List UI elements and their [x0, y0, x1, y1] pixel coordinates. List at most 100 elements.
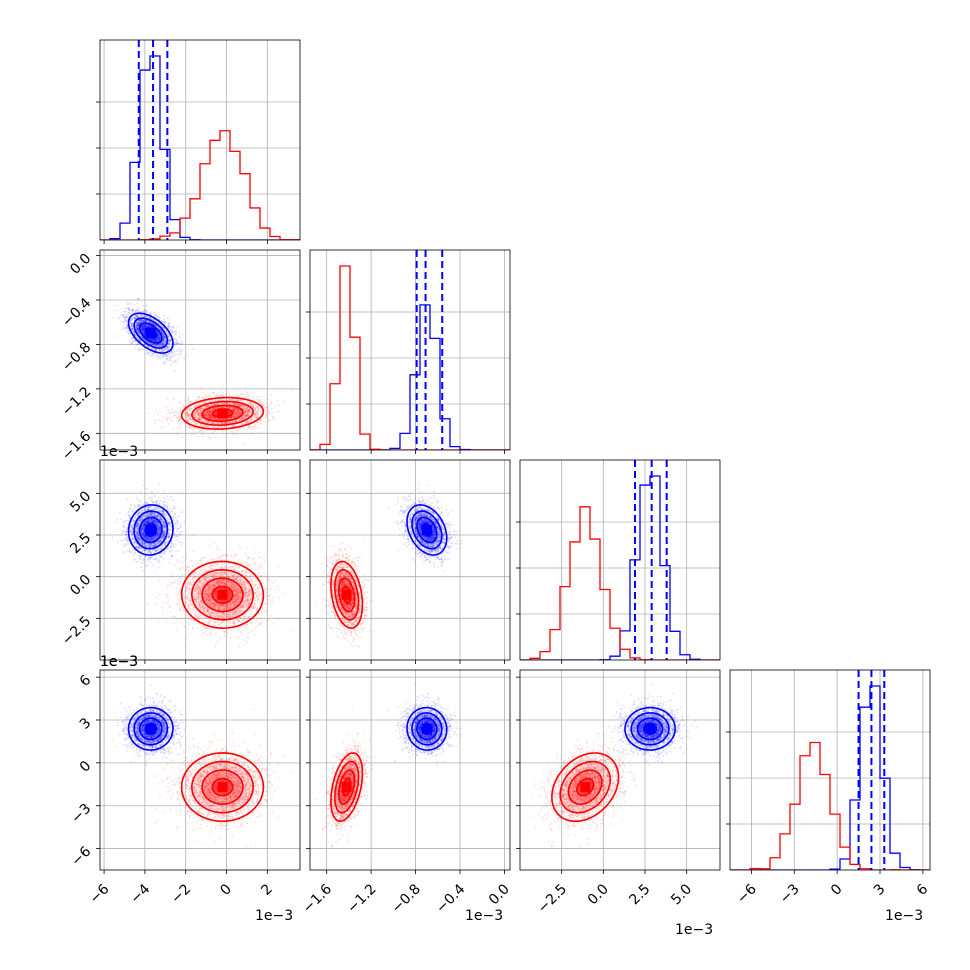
scatter-point	[137, 338, 140, 340]
scatter-point	[137, 325, 140, 328]
scatter-point	[186, 414, 189, 416]
scatter-point	[151, 343, 154, 346]
scatter-point	[268, 420, 271, 422]
scatter-point	[141, 310, 143, 313]
scatter-point	[143, 333, 146, 336]
scatter-point	[240, 412, 242, 415]
scatter-point	[227, 418, 230, 421]
scatter-point	[266, 418, 269, 421]
scatter-point	[154, 340, 156, 342]
scatter-point	[220, 418, 223, 421]
scatter-point	[234, 413, 237, 415]
scatter-point	[159, 355, 162, 358]
scatter-point	[163, 334, 166, 337]
scatter-point	[141, 328, 144, 331]
scatter-point	[164, 341, 167, 344]
scatter-point	[140, 326, 143, 328]
scatter-point	[209, 413, 212, 416]
scatter-point	[216, 418, 219, 421]
scatter-point	[151, 347, 154, 349]
scatter-point	[266, 406, 268, 409]
scatter-point	[182, 404, 185, 407]
scatter-point	[166, 345, 168, 348]
scatter-point	[152, 339, 155, 342]
scatter-point	[203, 414, 206, 417]
scatter-point	[200, 429, 203, 432]
scatter-point	[171, 427, 174, 430]
scatter-point	[155, 349, 157, 352]
scatter-point	[163, 339, 166, 342]
scatter-point	[170, 339, 173, 342]
scatter-point	[117, 317, 119, 320]
scatter-point	[243, 442, 245, 445]
scatter-point	[122, 327, 125, 330]
scatter-point	[208, 410, 211, 413]
scatter-point	[153, 323, 156, 326]
scatter-point	[167, 325, 170, 327]
scatter-point	[137, 328, 140, 330]
scatter-point	[208, 415, 211, 417]
scatter-point	[162, 340, 165, 343]
scatter-point	[166, 355, 168, 358]
scatter-point	[144, 320, 147, 322]
scatter-point	[151, 339, 154, 341]
scatter-point	[147, 325, 150, 328]
scatter-point	[245, 414, 248, 417]
scatter-point	[167, 346, 170, 348]
scatter-point	[194, 422, 197, 424]
scatter-point	[136, 327, 139, 330]
scatter-point	[168, 409, 170, 412]
scatter-point	[205, 405, 208, 408]
scatter-point	[166, 325, 168, 328]
scatter-point	[137, 328, 140, 331]
scatter-point	[155, 340, 158, 342]
scatter-point	[164, 336, 167, 338]
scatter-point	[163, 335, 166, 338]
scatter-point	[128, 332, 131, 334]
scatter-point	[159, 336, 161, 339]
scatter-point	[134, 315, 136, 318]
scatter-point	[143, 318, 145, 321]
scatter-point	[254, 407, 257, 410]
scatter-point	[242, 414, 245, 416]
scatter-point	[156, 332, 159, 335]
scatter-point	[175, 343, 178, 346]
scatter-point	[160, 329, 163, 332]
scatter-point	[176, 426, 179, 429]
scatter-point	[137, 315, 140, 318]
scatter-point	[140, 335, 142, 338]
scatter-point	[141, 330, 144, 333]
scatter-point	[157, 338, 160, 340]
scatter-point	[176, 342, 179, 344]
scatter-point	[145, 320, 148, 323]
scatter-point	[156, 332, 159, 335]
scatter-point	[224, 402, 227, 405]
scatter-point	[132, 328, 134, 331]
scatter-point	[229, 402, 232, 405]
scatter-point	[141, 347, 144, 350]
scatter-point	[156, 343, 159, 346]
scatter-point	[155, 338, 157, 340]
scatter-point	[161, 342, 164, 345]
scatter-point	[191, 426, 194, 429]
scatter-point	[131, 327, 134, 330]
scatter-point	[149, 321, 151, 324]
scatter-point	[261, 396, 264, 398]
scatter-point	[191, 428, 194, 430]
scatter-point	[246, 392, 249, 394]
scatter-point	[141, 337, 144, 339]
scatter-point	[147, 351, 150, 354]
scatter-point	[163, 340, 166, 343]
scatter-point	[136, 327, 138, 329]
scatter-point	[179, 419, 182, 422]
scatter-point	[195, 399, 198, 401]
scatter-point	[178, 406, 181, 409]
scatter-point	[150, 343, 153, 345]
scatter-point	[139, 321, 142, 324]
scatter-point	[164, 336, 167, 339]
scatter-point	[131, 325, 134, 328]
scatter-point	[154, 338, 157, 341]
scatter-point	[133, 317, 136, 320]
scatter-point	[149, 313, 152, 315]
scatter-point	[151, 342, 154, 345]
